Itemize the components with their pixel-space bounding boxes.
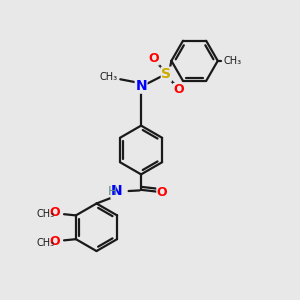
Text: CH₃: CH₃ (36, 238, 55, 248)
Text: S: S (161, 67, 171, 81)
Text: CH₃: CH₃ (36, 209, 55, 219)
Text: N: N (135, 79, 147, 93)
Text: O: O (50, 206, 61, 219)
Text: O: O (148, 52, 159, 65)
Text: O: O (50, 235, 61, 248)
Text: O: O (173, 83, 184, 97)
Text: O: O (157, 186, 167, 199)
Text: H: H (108, 184, 117, 197)
Text: CH₃: CH₃ (99, 72, 117, 82)
Text: CH₃: CH₃ (223, 56, 241, 66)
Text: N: N (111, 184, 123, 198)
